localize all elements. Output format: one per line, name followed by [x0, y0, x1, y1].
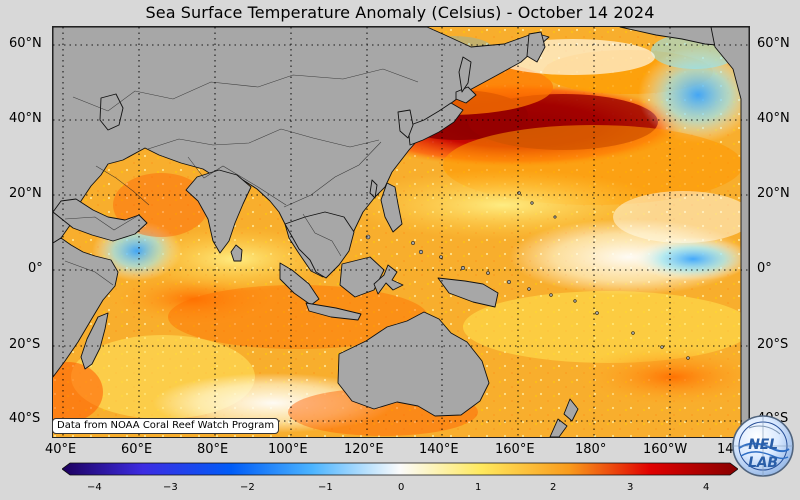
- sakhalin-land: [458, 56, 472, 93]
- latitude-label-left-40n: 40°N: [9, 111, 42, 126]
- latitude-label-right-40n: 40°N: [757, 111, 790, 126]
- longitude-label-140e: 140°E: [419, 442, 459, 457]
- latitude-label-left-60n: 60°N: [9, 36, 42, 51]
- longitude-label-60e: 60°E: [121, 442, 153, 457]
- latitude-label-right-equator: 0°: [757, 261, 772, 276]
- colorbar-tick-1: 1: [475, 482, 482, 493]
- borneo-land: [339, 256, 385, 298]
- hokkaido-land: [455, 86, 477, 104]
- country-borders: [64, 68, 419, 286]
- longitude-label-180: 180°: [575, 442, 607, 457]
- caspian-region-land: [99, 93, 124, 131]
- new-zealand-north-land: [563, 398, 579, 422]
- page-title: Sea Surface Temperature Anomaly (Celsius…: [145, 3, 655, 22]
- sst-anomaly-map: [53, 27, 749, 437]
- sri-lanka-land: [230, 244, 243, 262]
- longitude-label-80e: 80°E: [197, 442, 229, 457]
- latitude-label-left-20s: 20°S: [9, 337, 41, 352]
- latitude-label-right-20s: 20°S: [757, 337, 789, 352]
- sumatra-land: [279, 262, 320, 306]
- longitude-label-120e: 120°E: [344, 442, 384, 457]
- colorbar-tick-minus-1: −1: [318, 482, 333, 493]
- colorbar-tick-zero: 0: [398, 482, 405, 493]
- colorbar-tick-minus-4: −4: [87, 482, 102, 493]
- latitude-label-left-equator: 0°: [28, 261, 43, 276]
- new-zealand-south-land: [549, 418, 568, 437]
- philippines-land: [380, 182, 403, 233]
- latitude-label-left-20n: 20°N: [9, 186, 42, 201]
- latitude-label-right-60n: 60°N: [757, 36, 790, 51]
- latitude-label-right-20n: 20°N: [757, 186, 790, 201]
- colorbar-tick-minus-2: −2: [240, 482, 255, 493]
- longitude-label-160w: 160°W: [643, 442, 688, 457]
- colorbar-tick-2: 2: [550, 482, 557, 493]
- coastline-islands: [365, 191, 690, 360]
- lab-logo: NEL LAB: [731, 414, 795, 478]
- longitude-label-100e: 100°E: [268, 442, 308, 457]
- map-frame: [52, 26, 750, 438]
- kamchatka-land: [526, 31, 546, 63]
- indochina-land: [284, 211, 355, 279]
- taiwan-land: [369, 179, 378, 199]
- longitude-label-160e: 160°E: [495, 442, 535, 457]
- japan-land: [407, 102, 464, 146]
- asia-mainland-land: [53, 27, 550, 278]
- sst-anomaly-colorbar: [62, 462, 738, 476]
- colorbar-tick-4: 4: [703, 482, 710, 493]
- globe-logo-icon: [732, 415, 794, 477]
- longitude-label-40e: 40°E: [45, 442, 77, 457]
- graticule-grid: [53, 27, 749, 437]
- data-credit: Data from NOAA Coral Reef Watch Program: [52, 418, 280, 434]
- colorbar-tick-minus-3: −3: [163, 482, 178, 493]
- korea-land: [397, 109, 414, 139]
- australia-land: [337, 311, 490, 417]
- colorbar-tick-3: 3: [627, 482, 634, 493]
- lab-logo-text: NEL LAB: [748, 437, 778, 471]
- latitude-label-left-40s: 40°S: [9, 411, 41, 426]
- sulawesi-land: [373, 264, 404, 295]
- land-masses: [53, 27, 749, 437]
- africa-land: [53, 237, 119, 378]
- india-land: [185, 169, 252, 254]
- madagascar-land: [80, 312, 109, 370]
- north-america-edge-land: [710, 27, 749, 437]
- java-land: [305, 302, 362, 321]
- new-guinea-land: [437, 277, 499, 308]
